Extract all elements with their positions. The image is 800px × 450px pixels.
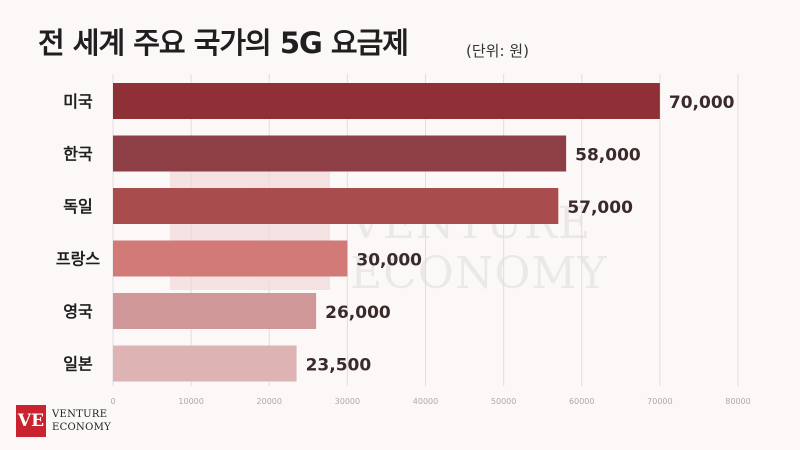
bar — [113, 188, 559, 224]
logo-mark: VE — [16, 405, 46, 437]
x-tick-label: 40000 — [413, 397, 438, 406]
bar — [113, 83, 660, 119]
chart-title: 전 세계 주요 국가의 5G 요금제 — [38, 26, 409, 60]
bar — [113, 240, 348, 277]
x-tick-label: 70000 — [647, 397, 672, 406]
logo-line2: ECONOMY — [52, 422, 112, 433]
category-label: 일본 — [63, 355, 93, 374]
bar — [113, 293, 317, 329]
data-label: 23,500 — [306, 356, 372, 376]
x-tick-label: 60000 — [569, 397, 594, 406]
x-tick-label: 10000 — [178, 397, 203, 406]
data-label: 58,000 — [575, 146, 641, 166]
category-label: 미국 — [63, 92, 93, 111]
data-label: 70,000 — [669, 93, 735, 113]
x-tick-label: 20000 — [257, 397, 282, 406]
bar — [113, 345, 297, 382]
category-label: 한국 — [63, 145, 93, 164]
x-tick-label: 0 — [110, 397, 115, 406]
data-label: 30,000 — [356, 251, 422, 271]
x-tick-label: 30000 — [335, 397, 360, 406]
unit-label: (단위: 원) — [466, 42, 529, 60]
logo: VE VENTURE ECONOMY — [16, 403, 136, 439]
x-tick-label: 80000 — [725, 397, 750, 406]
data-label: 26,000 — [325, 303, 391, 323]
category-label: 프랑스 — [56, 250, 100, 269]
x-tick-label: 50000 — [491, 397, 516, 406]
category-label: 영국 — [63, 302, 93, 321]
category-label: 독일 — [63, 197, 92, 216]
bar — [113, 135, 567, 172]
data-label: 57,000 — [567, 198, 633, 218]
logo-line1: VENTURE — [52, 409, 108, 420]
